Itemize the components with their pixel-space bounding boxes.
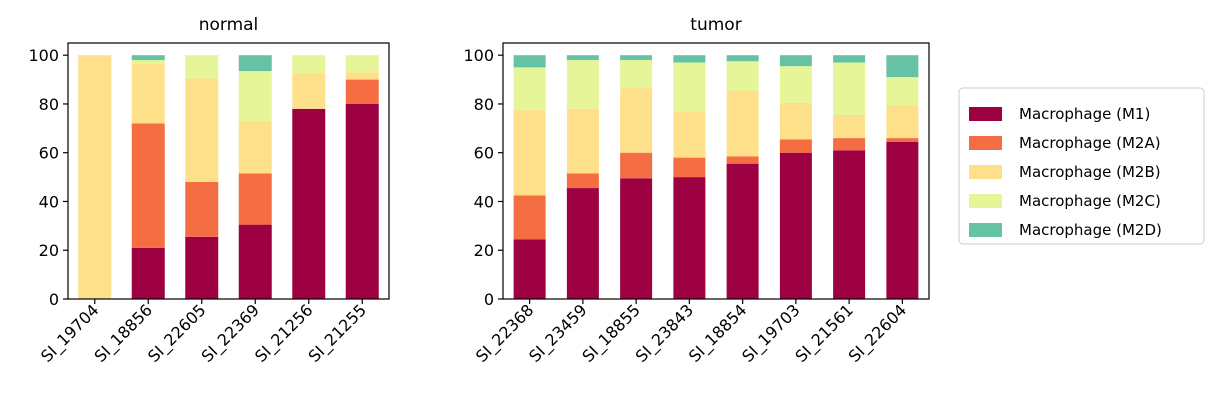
legend-swatch-macrophage-m2c [969,194,1002,208]
axes-frame [67,42,390,300]
y-tick-label: 80 [474,95,494,114]
bar-si-22369-macrophage-m2b [238,121,272,174]
bar-si-22604-macrophage-m2c [886,77,919,106]
bar-si-19703-macrophage-m2b [779,102,812,140]
bar-si-21255-macrophage-m2b [345,72,379,80]
legend-swatch-macrophage-m2b [969,165,1002,179]
y-tick-label: 60 [474,144,494,163]
bar-si-18855-macrophage-m2c [620,60,653,89]
bar-si-22605-macrophage-m2a [185,181,219,237]
y-tick-label: 40 [39,192,59,211]
bar-si-23459-macrophage-m1 [566,188,599,299]
bar-si-22604-macrophage-m1 [886,141,919,299]
bar-si-22368-macrophage-m2b [513,110,546,196]
bar-si-18855-macrophage-m2a [620,152,653,179]
x-tick-label-si-22604: SI_22604 [845,300,911,366]
bar-si-18856-macrophage-m1 [131,247,165,299]
y-tick-label: 20 [39,241,59,260]
y-tick-label: 40 [474,192,494,211]
bar-si-23843-macrophage-m2c [673,62,706,112]
bar-si-19703-macrophage-m2a [779,139,812,153]
legend-label-macrophage-m2d: Macrophage (M2D) [1019,221,1162,239]
bar-si-23843-macrophage-m2d [673,55,706,63]
normal-chart-panel: 020406080100SI_19704SI_18856SI_22605SI_2… [28,15,390,367]
bar-si-22368-macrophage-m2c [513,67,546,111]
bar-si-23459-macrophage-m2c [566,60,599,109]
bar-si-19703-macrophage-m2c [779,66,812,103]
legend-swatch-macrophage-m2d [969,223,1002,237]
x-tick-label-si-21255: SI_21255 [304,300,370,366]
y-tick-label: 60 [39,144,59,163]
bar-si-18854-macrophage-m2d [726,55,759,62]
bar-si-22369-macrophage-m2d [238,55,272,72]
bar-si-23459-macrophage-m2d [566,55,599,61]
bar-si-21255-macrophage-m1 [345,103,379,299]
bar-si-18856-macrophage-m2c [131,60,165,64]
bar-si-21561-macrophage-m2a [833,138,866,151]
bar-si-21561-macrophage-m2c [833,62,866,115]
bar-si-22369-macrophage-m1 [238,224,272,299]
bar-si-19703-macrophage-m2d [779,55,812,67]
axes-frame [502,42,930,300]
chart-title: normal [199,15,259,35]
bar-si-22604-macrophage-m2a [886,138,919,142]
bar-si-23459-macrophage-m2a [566,173,599,189]
bar-si-18856-macrophage-m2d [131,55,165,61]
bar-si-22604-macrophage-m2d [886,55,919,78]
legend: Macrophage (M1) Macrophage (M2A) Macrophag… [958,87,1205,245]
bar-si-22369-macrophage-m2a [238,173,272,225]
bar-si-22368-macrophage-m2d [513,55,546,68]
legend-label-macrophage-m2a: Macrophage (M2A) [1019,134,1161,152]
legend-swatch-macrophage-m1 [969,107,1002,121]
bar-si-18856-macrophage-m2a [131,123,165,248]
bar-si-18855-macrophage-m2d [620,55,653,61]
legend-box [958,87,1205,245]
bar-si-18855-macrophage-m2b [620,88,653,153]
bar-si-21255-macrophage-m2c [345,55,379,73]
bar-si-22605-macrophage-m1 [185,236,219,299]
bar-si-22604-macrophage-m2b [886,105,919,139]
legend-label-macrophage-m2c: Macrophage (M2C) [1019,192,1161,210]
bar-si-23459-macrophage-m2b [566,108,599,174]
bar-si-21561-macrophage-m2b [833,114,866,139]
bar-si-23843-macrophage-m2a [673,157,706,178]
legend-label-macrophage-m2b: Macrophage (M2B) [1019,163,1161,181]
bar-si-18855-macrophage-m1 [620,178,653,299]
y-tick-label: 20 [474,241,494,260]
legend-swatch-macrophage-m2a [969,136,1002,150]
y-tick-label: 100 [28,46,59,65]
y-tick-label: 80 [39,95,59,114]
bar-si-22368-macrophage-m2a [513,195,546,240]
bar-si-21561-macrophage-m2d [833,55,866,63]
bar-si-19703-macrophage-m1 [779,152,812,299]
bar-si-22605-macrophage-m2c [185,55,219,79]
bar-si-18856-macrophage-m2b [131,63,165,124]
bar-si-22369-macrophage-m2c [238,71,272,122]
bar-si-22605-macrophage-m2b [185,78,219,182]
bar-si-23843-macrophage-m2b [673,111,706,158]
y-tick-label: 100 [463,46,494,65]
chart-title: tumor [690,15,741,35]
bar-si-21256-macrophage-m2c [292,55,326,74]
bar-si-18854-macrophage-m2c [726,61,759,91]
legend-label-macrophage-m1: Macrophage (M1) [1019,105,1150,123]
bar-si-18854-macrophage-m2b [726,90,759,157]
bar-si-18854-macrophage-m2a [726,156,759,164]
tumor-chart-panel: 020406080100SI_22368SI_23459SI_18855SI_2… [463,15,930,367]
bar-si-21256-macrophage-m2b [292,73,326,109]
bar-si-19704-macrophage-m2b [78,55,112,299]
bar-si-22368-macrophage-m1 [513,239,546,299]
bar-si-21561-macrophage-m1 [833,150,866,299]
bar-si-21256-macrophage-m1 [292,108,326,299]
y-tick-label: 0 [484,290,494,309]
bar-si-23843-macrophage-m1 [673,177,706,299]
bar-si-21255-macrophage-m2a [345,79,379,104]
y-tick-label: 0 [49,290,59,309]
bar-si-18854-macrophage-m1 [726,163,759,299]
